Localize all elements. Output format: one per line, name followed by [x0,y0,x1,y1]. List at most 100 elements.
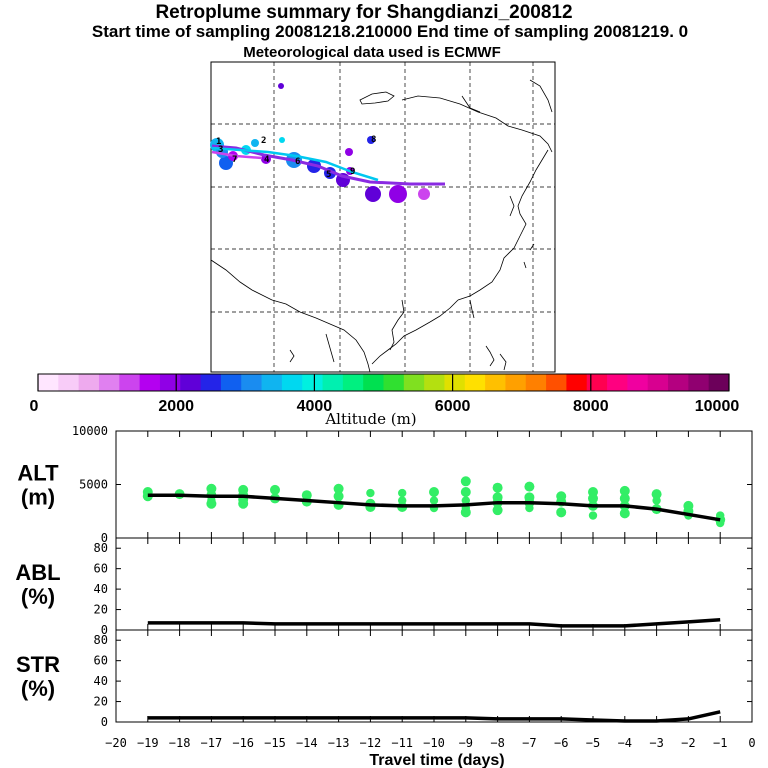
colorbar-segment [78,374,100,391]
x-tick-label: −10 [423,736,445,750]
x-tick-label: −6 [554,736,568,750]
colorbar-segment [261,374,283,391]
colorbar-segment [485,374,506,391]
colorbar-segment [220,374,242,391]
altitude-point [270,484,280,495]
cluster-circle [278,83,284,89]
altitude-point [206,498,217,509]
colorbar-tick-label: 0 [30,398,39,415]
colorbar-segment [586,374,608,391]
colorbar-tick-label: 2000 [158,398,194,415]
y-tick-label: 0 [101,715,108,729]
x-tick-label: −19 [137,736,159,750]
altitude-point [619,508,630,519]
colorbar-segment [688,374,710,391]
x-tick-label: −4 [618,736,632,750]
y-tick-label: 0 [101,623,108,637]
colorbar-segment [38,374,59,391]
colorbar-segment [464,374,486,391]
cluster-circle [345,148,353,156]
colorbar-segment [200,374,222,391]
x-tick-label: −20 [105,736,127,750]
x-tick-label: −7 [522,736,536,750]
met-data-label: Meteorological data used is ECMWF [243,44,501,61]
altitude-point [398,488,407,498]
cluster-circle [389,185,407,203]
altitude-point [461,496,470,505]
x-tick-label: −17 [201,736,223,750]
altitude-point [238,498,249,509]
series-line-alt [147,493,721,522]
colorbar-segment [444,374,466,391]
x-tick-label: −15 [264,736,286,750]
cluster-number: 1 [216,137,221,147]
colorbar-segment [403,374,425,391]
altitude-point [429,496,439,505]
altitude-point [619,485,630,496]
x-tick-label: −3 [649,736,663,750]
altitude-point [492,482,503,493]
cluster-number: 9 [350,167,355,177]
cluster-circle [367,136,375,144]
map-panel: 1 2 3 4 5 6 7 8 9 [210,61,556,373]
cluster-number: 8 [371,135,376,145]
y-axis-label: ALT [17,461,59,486]
y-tick-label: 60 [94,654,108,668]
colorbar-segment [607,374,628,391]
colorbar-segment [363,374,384,391]
trajectory-lines [211,144,445,186]
y-axis-label: (%) [21,676,55,701]
colorbar-segment [627,374,649,391]
series-line-str [147,710,721,723]
x-tick-label: −16 [232,736,254,750]
altitude-point [460,507,471,518]
chart-title: Retroplume summary for Shangdianzi_20081… [155,2,573,23]
y-axis-label: (%) [21,584,55,609]
colorbar-tick-label: 10000 [695,398,740,415]
colorbar-segment [98,374,120,391]
colorbar-segment [159,374,181,391]
altitude-point [429,486,439,497]
sampling-times: Start time of sampling 20081218.210000 E… [91,22,689,41]
altitude-point [588,511,598,520]
x-tick-label: −8 [490,736,504,750]
colorbar-segment [505,374,527,391]
cluster-circle [251,139,259,147]
colorbar-segment [546,374,567,391]
cluster-number: 4 [264,155,270,165]
coastlines [210,79,553,373]
colorbar-segment [139,374,161,391]
cluster-number: 2 [261,136,266,146]
x-tick-label: −13 [328,736,350,750]
altitude-point [333,483,344,494]
x-tick-label: −14 [296,736,318,750]
y-tick-label: 20 [94,695,108,709]
panel-frame [115,537,753,631]
colorbar-segment [180,374,202,391]
series-line-abl [147,618,721,628]
x-axis-label: Travel time (days) [369,752,504,768]
altitude-point [492,505,503,516]
altitude-colorbar: 0 2000 4000 6000 8000 10000 Altitude (m) [30,373,740,428]
colorbar-segment [525,374,547,391]
colorbar-segment [302,374,324,391]
map-graticule [211,62,555,372]
panel-abl: 80 60 40 20 0 ABL(%) [15,537,753,637]
colorbar-tick-label: 4000 [297,398,333,415]
cluster-number: 5 [326,170,331,180]
colorbar-label: Altitude (m) [324,410,416,428]
x-tick-label: −9 [459,736,473,750]
panel-str: 80 60 40 20 0 STR(%) [16,629,753,729]
cluster-circle [279,137,285,143]
altitude-point [651,489,662,500]
y-tick-label: 40 [94,674,108,688]
x-tick-label: −2 [681,736,695,750]
altitude-point [525,503,534,513]
cluster-number: 3 [218,145,223,155]
colorbar-segment [668,374,689,391]
altitude-point [460,476,471,487]
cluster-number: 6 [295,157,300,167]
colorbar-segment [281,374,303,391]
x-tick-label: −12 [360,736,382,750]
panel-alt: 10000 5000 0 ALT(m) [17,424,753,545]
